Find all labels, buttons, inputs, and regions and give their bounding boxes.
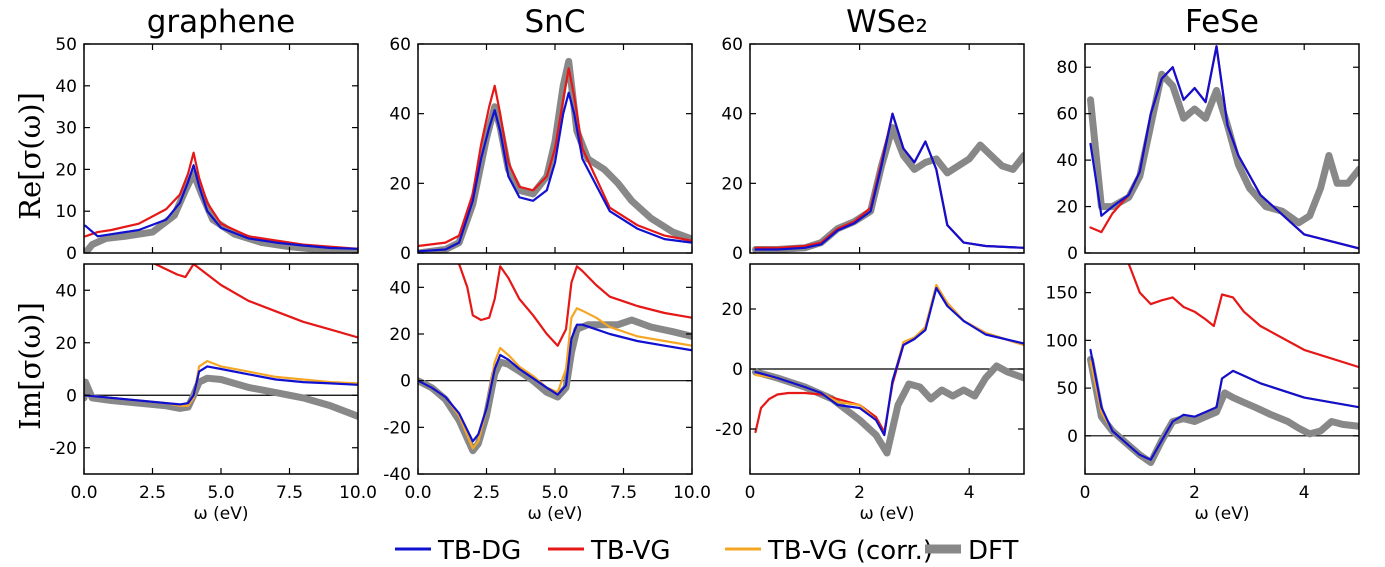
x-tick-label: 10.0 — [339, 483, 377, 503]
legend-label: TB-VG — [590, 536, 671, 566]
panel-re-3: 0 20 40 60 80 FeSe — [1056, 4, 1359, 264]
series-line-tb-dg — [756, 288, 1025, 435]
row-label-top: Re[σ(ω)] — [13, 92, 47, 220]
panel-title: WSe₂ — [846, 4, 928, 40]
legend-label: TB-DG — [437, 536, 521, 566]
x-axis-label: ω (eV) — [194, 504, 249, 524]
panels: 01020304050graphene0204060SnC0204060WSe₂… — [49, 4, 1359, 524]
series-line-tb-vg — [155, 264, 358, 338]
y-tick-label: 0 — [1067, 427, 1078, 447]
panel-re-2: 0 20 40 60 WSe₂ — [721, 4, 1024, 264]
y-tick-label: 100 — [1046, 331, 1078, 351]
series-line-tb-dg — [418, 93, 692, 252]
x-tick-label: 4 — [1299, 483, 1310, 503]
y-tick-label: 60 — [1056, 105, 1078, 125]
series-line-dft — [756, 366, 1025, 453]
x-tick-label: 7.5 — [276, 483, 303, 503]
y-tick-label: -20 — [49, 439, 77, 459]
series-line-tb-dg — [1091, 46, 1360, 248]
series-line-dft — [1091, 74, 1360, 223]
series-line-dft — [85, 174, 358, 253]
y-tick-label: 50 — [1056, 379, 1078, 399]
y-tick-label: 10 — [55, 202, 77, 222]
y-tick-label: -40 — [383, 465, 411, 485]
panel-title: SnC — [525, 4, 586, 40]
y-tick-label: -20 — [383, 418, 411, 438]
legend-item: DFT — [925, 536, 1019, 566]
x-tick-label: 7.5 — [610, 483, 637, 503]
legend: TB-DG TB-VG TB-VG (corr.) DFT — [395, 536, 1019, 566]
y-tick-label: 40 — [721, 105, 743, 125]
y-tick-label: 50 — [55, 35, 77, 55]
y-tick-label: 20 — [1056, 198, 1078, 218]
y-tick-label: 20 — [721, 174, 743, 194]
x-tick-label: 0.0 — [404, 483, 431, 503]
y-tick-label: 0 — [400, 372, 411, 392]
panel-im-0: 0.0 2.5 5.0 7.5 10.0 -20 0 20 40 ω (eV) — [49, 264, 377, 524]
legend-item: TB-DG — [395, 536, 521, 566]
y-tick-label: 0 — [66, 244, 77, 264]
x-tick-label: 5.0 — [207, 483, 234, 503]
x-tick-label: 2.5 — [473, 483, 500, 503]
y-tick-label: 40 — [55, 281, 77, 301]
panel-im-2: 0 2 4 -20 0 20 ω (eV) — [715, 264, 1024, 524]
row-label-bottom: Im[σ(ω)] — [13, 302, 47, 430]
y-tick-label: 40 — [1056, 151, 1078, 171]
panel-im-3: 0 2 4 0 50 100 150 ω (eV) — [1046, 264, 1359, 524]
y-tick-label: 20 — [55, 334, 77, 354]
series-line-tb-vg — [756, 288, 1025, 432]
y-tick-label: 0 — [732, 360, 743, 380]
y-tick-label: 150 — [1046, 284, 1078, 304]
legend-label: DFT — [968, 536, 1019, 566]
y-tick-label: 30 — [55, 119, 77, 139]
y-tick-label: 20 — [55, 160, 77, 180]
y-tick-label: 40 — [55, 77, 77, 97]
y-tick-label: 0 — [1067, 244, 1078, 264]
legend-item: TB-VG — [548, 536, 671, 566]
x-axis-label: ω (eV) — [1195, 504, 1250, 524]
x-axis-label: ω (eV) — [860, 504, 915, 524]
series-line-tb-vg — [1129, 264, 1359, 367]
legend-label: TB-VG (corr.) — [767, 536, 933, 566]
series-line-tb-vg-corr — [756, 285, 1025, 435]
y-tick-label: 0 — [400, 244, 411, 264]
x-tick-label: 2.5 — [139, 483, 166, 503]
x-tick-label: 10.0 — [673, 483, 711, 503]
series-line-dft — [84, 378, 358, 416]
series-line-dft — [756, 128, 1025, 250]
panel-title: FeSe — [1185, 4, 1259, 40]
y-tick-label: 0 — [732, 244, 743, 264]
panel-title: graphene — [147, 4, 296, 40]
y-tick-label: 20 — [721, 300, 743, 320]
y-tick-label: 60 — [389, 35, 411, 55]
series-line-tb-vg — [1091, 46, 1360, 248]
panel-re-0: 0 10 20 30 40 50 graphene — [55, 4, 358, 264]
y-tick-label: 0 — [66, 386, 77, 406]
legend-item: TB-VG (corr.) — [725, 536, 933, 566]
x-tick-label: 0.0 — [70, 483, 97, 503]
y-tick-label: 60 — [721, 35, 743, 55]
y-tick-label: 20 — [389, 325, 411, 345]
y-tick-label: 80 — [1056, 58, 1078, 78]
axes-frame — [1085, 44, 1359, 253]
axes-frame — [418, 264, 692, 474]
panel-re-1: 0 20 40 60 SnC — [389, 4, 692, 264]
y-tick-label: 20 — [389, 174, 411, 194]
x-tick-label: 0 — [745, 483, 756, 503]
y-tick-label: 40 — [389, 105, 411, 125]
x-tick-label: 4 — [964, 483, 975, 503]
x-axis-label: ω (eV) — [528, 504, 583, 524]
y-tick-label: 40 — [389, 278, 411, 298]
panel-im-1: 0.0 2.5 5.0 7.5 10.0 -40 -20 0 20 40 ω (eV) — [383, 264, 711, 524]
x-tick-label: 0 — [1080, 483, 1091, 503]
x-tick-label: 2 — [854, 483, 865, 503]
x-tick-label: 2 — [1189, 483, 1200, 503]
y-tick-label: -20 — [715, 420, 743, 440]
x-tick-label: 5.0 — [541, 483, 568, 503]
